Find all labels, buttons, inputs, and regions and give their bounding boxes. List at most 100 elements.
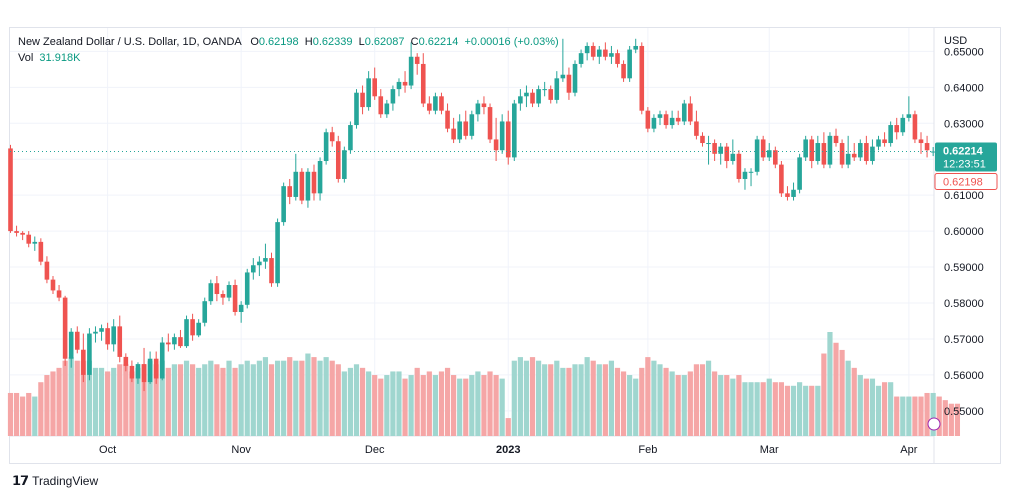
volume-bar <box>384 375 390 436</box>
volume-bar <box>833 342 839 436</box>
volume-bar <box>633 378 639 436</box>
candle-body <box>554 78 560 100</box>
candle <box>918 132 924 154</box>
volume-bar <box>784 385 791 436</box>
candle-body <box>930 151 936 153</box>
candle-body <box>427 103 432 111</box>
volume-bar <box>32 396 38 436</box>
candle-body <box>821 143 827 165</box>
candle <box>147 351 153 384</box>
candle <box>8 144 13 233</box>
candle-body <box>402 81 408 86</box>
candle-body <box>845 153 851 165</box>
candle <box>384 99 390 118</box>
candle <box>439 92 444 115</box>
candle <box>809 135 815 169</box>
candle-body <box>809 139 815 162</box>
candle <box>196 319 201 338</box>
candle <box>62 295 68 366</box>
candle <box>105 322 110 350</box>
candle-body <box>135 364 141 379</box>
volume-bar <box>936 396 942 436</box>
x-tick-label: Apr <box>900 444 917 456</box>
candle <box>81 333 86 383</box>
volume-bar <box>62 360 68 436</box>
volume-bar <box>821 353 827 436</box>
candle-body <box>803 139 808 158</box>
candle <box>293 153 299 201</box>
candle-body <box>14 231 19 233</box>
candle <box>287 178 293 205</box>
open-price-badge <box>934 173 998 191</box>
candle <box>420 53 426 108</box>
candle <box>202 297 208 327</box>
candle <box>779 161 784 197</box>
candle <box>870 139 875 165</box>
volume-bar <box>511 360 517 436</box>
price-axis: USD 0.55000 0.56000 0.57000 0.58000 0.59000 0.… <box>934 35 998 418</box>
y-tick-label: 0.55000 <box>944 406 984 418</box>
candle-body <box>566 74 572 93</box>
candle-body <box>153 358 159 379</box>
time-axis: Oct Nov Dec 2023 Feb Mar Apr <box>99 417 941 456</box>
high-value: 0.62339 <box>312 36 353 48</box>
candle-body <box>791 189 796 197</box>
volume-bar <box>681 375 687 436</box>
volume-bar <box>56 367 62 436</box>
candle-body <box>584 45 590 54</box>
close-label: C <box>410 36 419 48</box>
currency-label: USD <box>944 35 967 47</box>
candle <box>481 96 487 115</box>
candle <box>190 313 195 341</box>
candle <box>56 285 62 302</box>
candle <box>748 168 754 187</box>
candle <box>311 164 317 201</box>
candle <box>348 121 353 154</box>
volume-bar <box>311 357 317 436</box>
volume-bar <box>608 360 615 436</box>
candle <box>851 143 857 162</box>
x-tick-label: Oct <box>99 444 116 456</box>
candle <box>414 53 420 75</box>
volume-bar <box>663 367 669 436</box>
volume-bar <box>262 357 269 436</box>
volume-bar <box>141 364 147 436</box>
candle-body <box>481 103 487 108</box>
candle-body <box>32 241 38 244</box>
candle <box>166 333 171 352</box>
x-tick-label: Nov <box>231 444 251 456</box>
candle-body <box>93 331 98 334</box>
candle-body <box>190 319 195 336</box>
candle-body <box>275 222 280 284</box>
candle <box>930 147 936 157</box>
candle-body <box>888 125 893 144</box>
last-price-badge <box>935 142 997 172</box>
candle-body <box>700 135 705 144</box>
volume-bar <box>293 360 299 436</box>
y-tick-label: 0.65000 <box>944 46 984 58</box>
candle-body <box>499 121 505 151</box>
candle <box>257 256 262 277</box>
candle <box>694 110 699 140</box>
candle <box>493 117 499 162</box>
volume-bar <box>475 371 481 436</box>
volume-bar <box>517 357 523 436</box>
candle <box>536 85 541 108</box>
branding[interactable]: 𝟭𝟳 TradingView <box>12 473 98 489</box>
volume-bar <box>111 367 117 436</box>
candle <box>269 252 274 287</box>
candle-body <box>208 283 214 302</box>
candle <box>548 85 554 104</box>
candle <box>360 85 365 115</box>
candle-body <box>159 342 165 379</box>
candles <box>8 38 936 392</box>
candle-body <box>754 139 760 172</box>
volume-bar <box>135 367 141 436</box>
volume-bar <box>287 357 293 436</box>
volume-bar <box>797 382 803 436</box>
volume-bar <box>602 364 608 436</box>
volume-label: Vol <box>18 52 34 64</box>
open-price-label: 0.62198 <box>943 177 983 189</box>
candle-body <box>724 146 730 162</box>
